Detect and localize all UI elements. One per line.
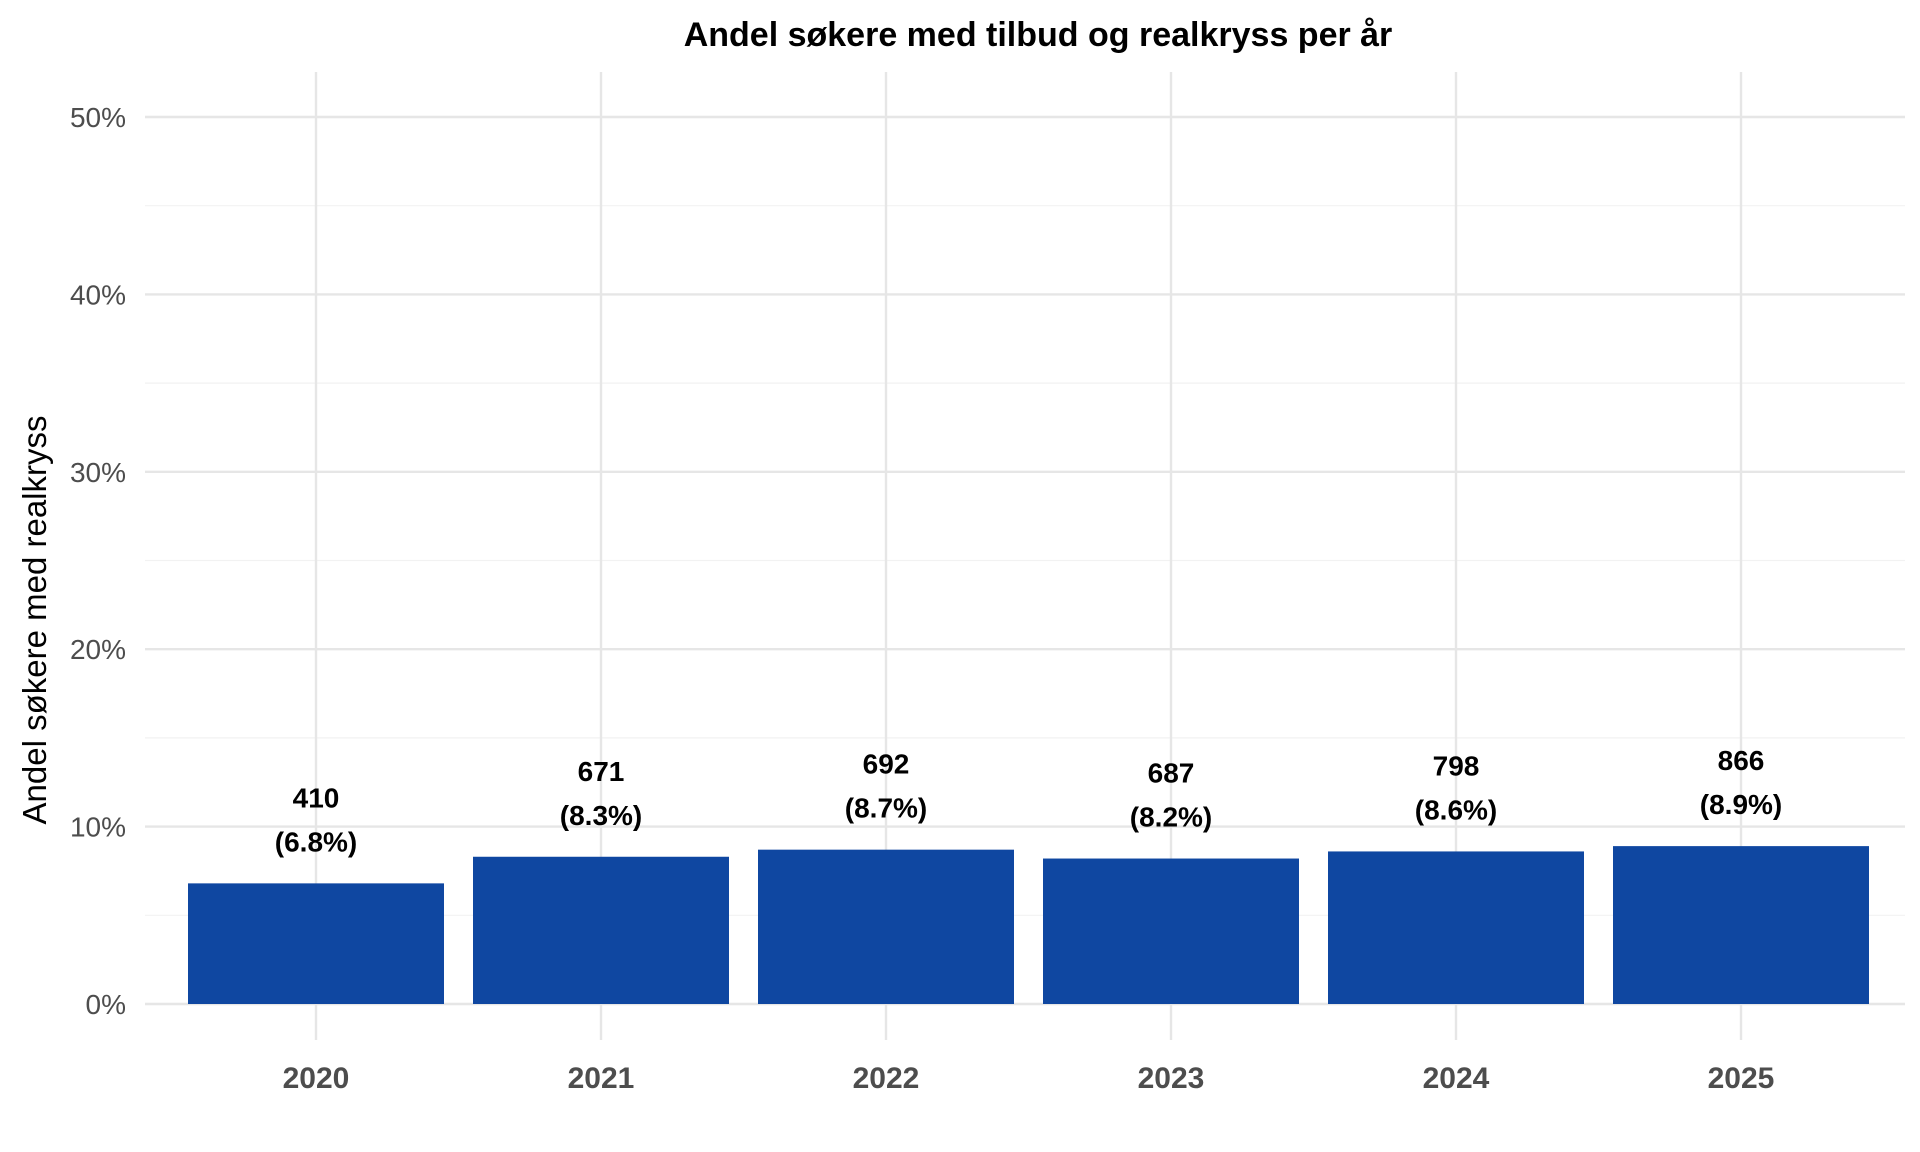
x-tick-label: 2020 [283, 1062, 350, 1095]
data-label-percent: (8.9%) [1700, 789, 1782, 820]
bar [758, 849, 1014, 1004]
x-tick-label: 2021 [568, 1062, 635, 1095]
bars [188, 846, 1869, 1004]
data-label-count: 410 [293, 782, 340, 813]
data-label-percent: (8.6%) [1415, 794, 1497, 825]
data-label-count: 798 [1433, 750, 1480, 781]
data-label-count: 692 [863, 749, 910, 780]
data-labels: 410 (6.8%) 671 (8.3%) 692 (8.7%) 687 (8.2%) 798 (… [275, 745, 1782, 857]
bar [473, 856, 729, 1004]
y-tick-label: 30% [70, 457, 126, 488]
y-tick-label: 50% [70, 102, 126, 133]
y-axis-ticks: 0% 10% 20% 30% 40% 50% [70, 102, 126, 1020]
data-label-percent: (8.3%) [560, 800, 642, 831]
data-label-count: 866 [1718, 745, 1765, 776]
data-label-percent: (8.2%) [1130, 802, 1212, 833]
chart-title: Andel søkere med tilbud og realkryss per… [684, 16, 1393, 54]
x-tick-label: 2024 [1423, 1062, 1490, 1095]
x-tick-label: 2022 [853, 1062, 920, 1095]
bar [188, 883, 444, 1004]
x-tick-label: 2023 [1138, 1062, 1205, 1095]
y-tick-label: 20% [70, 634, 126, 665]
data-label-percent: (6.8%) [275, 826, 357, 857]
data-label-count: 671 [578, 756, 625, 787]
x-axis-ticks: 2020 2021 2022 2023 2024 2025 [283, 1062, 1775, 1095]
x-tick-label: 2025 [1708, 1062, 1775, 1095]
data-label-percent: (8.7%) [845, 793, 927, 824]
y-tick-label: 0% [86, 989, 126, 1020]
bar [1328, 851, 1584, 1004]
y-axis-label: Andel søkere med realkryss [16, 416, 53, 825]
bar [1613, 846, 1869, 1004]
data-label-count: 687 [1148, 758, 1195, 789]
y-tick-label: 10% [70, 812, 126, 843]
bar [1043, 858, 1299, 1004]
y-tick-label: 40% [70, 279, 126, 310]
